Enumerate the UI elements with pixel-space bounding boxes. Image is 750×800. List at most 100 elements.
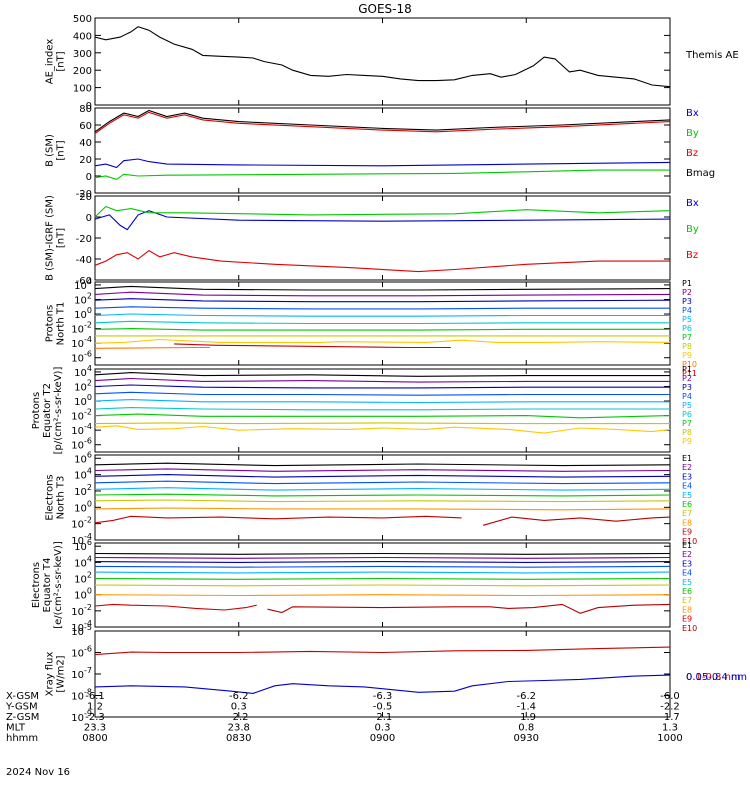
legend-entry: By [686,128,699,139]
y-axis-label-line: B (SM) [45,134,56,167]
footer-value: 1000 [657,733,682,744]
series-line-P11 [174,343,451,349]
footer-value: -2.2 [229,712,249,723]
legend-entry: P2 [682,288,692,297]
series-line-P5 [94,313,670,317]
y-axis-label-line: Electrons [31,562,42,608]
y-tick-label: 102 [74,483,92,498]
series-line-P7 [94,328,670,331]
panel-frame [94,107,671,194]
y-tick-label: 100 [73,84,92,95]
footer-row-label: MLT [6,723,26,734]
series-line-P1 [94,285,671,291]
footer-value: -1.7 [660,712,680,723]
series-line-P3 [94,384,670,389]
legend-entry: P9 [682,437,692,446]
legend-entry: P10 [682,360,697,369]
series-line-E6 [94,577,671,580]
y-axis-label-line: [p/(cm²-s-sr-keV)] [53,367,64,455]
footer-value: -6.2 [516,691,536,702]
y-axis-label: AE_index [nT] [45,39,67,85]
y-tick-label: 10-2 [71,408,92,423]
y-tick-label: 10-6 [71,645,92,660]
y-axis-label: B (SM)-IGRF (SM) [nT] [45,195,67,281]
date-label: 2024 Nov 16 [6,767,70,778]
legend-entry: P2 [682,374,692,383]
y-axis-label: Electrons North T3 [45,474,67,520]
footer-value: -2.1 [373,712,393,723]
series-line-P2 [94,291,671,297]
y-tick-label: 80 [79,104,92,115]
panel-1: 0 100 200 300 400 500 AE_index [nT] Themis AE [45,14,739,112]
series-line-0-1-0-8-nm [94,646,671,656]
y-tick-label: 10-2 [71,603,92,618]
series-line-P4 [94,306,670,310]
footer-value: 0.3 [375,723,391,734]
footer-row-label: X-GSM [6,691,39,702]
legend-entry: E5 [682,578,692,587]
y-tick-label: 10-2 [71,321,92,336]
series-line-P1 [94,372,670,377]
y-axis-label-line: North T1 [56,302,67,346]
footer-row-label: Y-GSM [5,702,38,713]
y-tick-label: 104 [74,364,92,379]
y-tick-label: 100 [74,393,92,408]
series-line-P3 [94,298,671,303]
legend-entry: P11 [682,369,697,378]
y-axis-label-line: [W/m2] [56,655,67,692]
legend-entry: 0.05-0.4 nm [686,672,747,683]
y-tick-label: 10-7 [71,666,92,681]
legend-entry: Bz [686,148,698,159]
legend-entry: P8 [682,342,692,351]
series-line-P5 [94,399,670,404]
y-tick-label: 200 [73,66,92,77]
panel-3: -60 -40 -20 0 20 B (SM)-IGRF (SM) [nT] Bx By Bz [45,192,699,287]
y-tick-label: -20 [76,189,92,200]
legend-entry: 0.1-0.8 nm [686,672,741,683]
series-line-E2 [94,468,671,472]
series-line-E10 [267,603,671,614]
y-tick-label: 100 [74,306,92,321]
legend-entry: P7 [682,419,692,428]
series-line-E1 [94,462,671,467]
legend-entry: P8 [682,428,692,437]
y-axis-label-line: [nT] [56,51,67,71]
chart-title: GOES-18 [358,2,412,16]
series-line-P4 [94,391,670,396]
series-line-E9 [94,603,257,611]
legend-entry: P6 [682,410,692,419]
footer-value: -6.2 [229,691,249,702]
series-line-E4 [94,480,671,485]
legend-entry: E4 [682,482,692,491]
footer-value: -2.3 [85,712,105,723]
legend-entry: E2 [682,463,692,472]
series-line-0-05-0-4-nm [94,674,671,694]
y-axis-label: B (SM) [nT] [45,134,67,167]
series-line-E10 [482,516,671,526]
legend-entry: E1 [682,454,692,463]
series-line-Bx [94,158,671,169]
y-tick-label: 300 [73,49,92,60]
y-axis-label-line: [nT] [56,228,67,248]
legend-entry: E5 [682,491,692,500]
y-tick-label: 40 [79,138,92,149]
legend-entry: E7 [682,596,692,605]
y-tick-label: 0 [86,172,92,183]
series-line-E8 [94,594,671,597]
legend-entry: P4 [682,392,692,401]
series-line-P8 [94,422,670,425]
legend-entry: By [686,224,699,235]
legend-entry: P5 [682,401,692,410]
footer-value: -0.5 [373,702,393,713]
legend-entry: P4 [682,306,692,315]
legend-entry: Bx [686,108,699,119]
y-axis-label-line: B (SM)-IGRF (SM) [45,195,56,281]
legend-entry: E8 [682,518,692,527]
panel-frame [94,195,671,281]
panel-2: -20 0 20 40 60 80 B (SM) [nT] Bx By Bz Bmag [45,104,716,200]
y-tick-label: 0 [86,213,92,224]
y-axis-label: Protons North T1 [45,302,67,346]
legend-entry: P7 [682,333,692,342]
series-line-E5 [94,487,671,491]
